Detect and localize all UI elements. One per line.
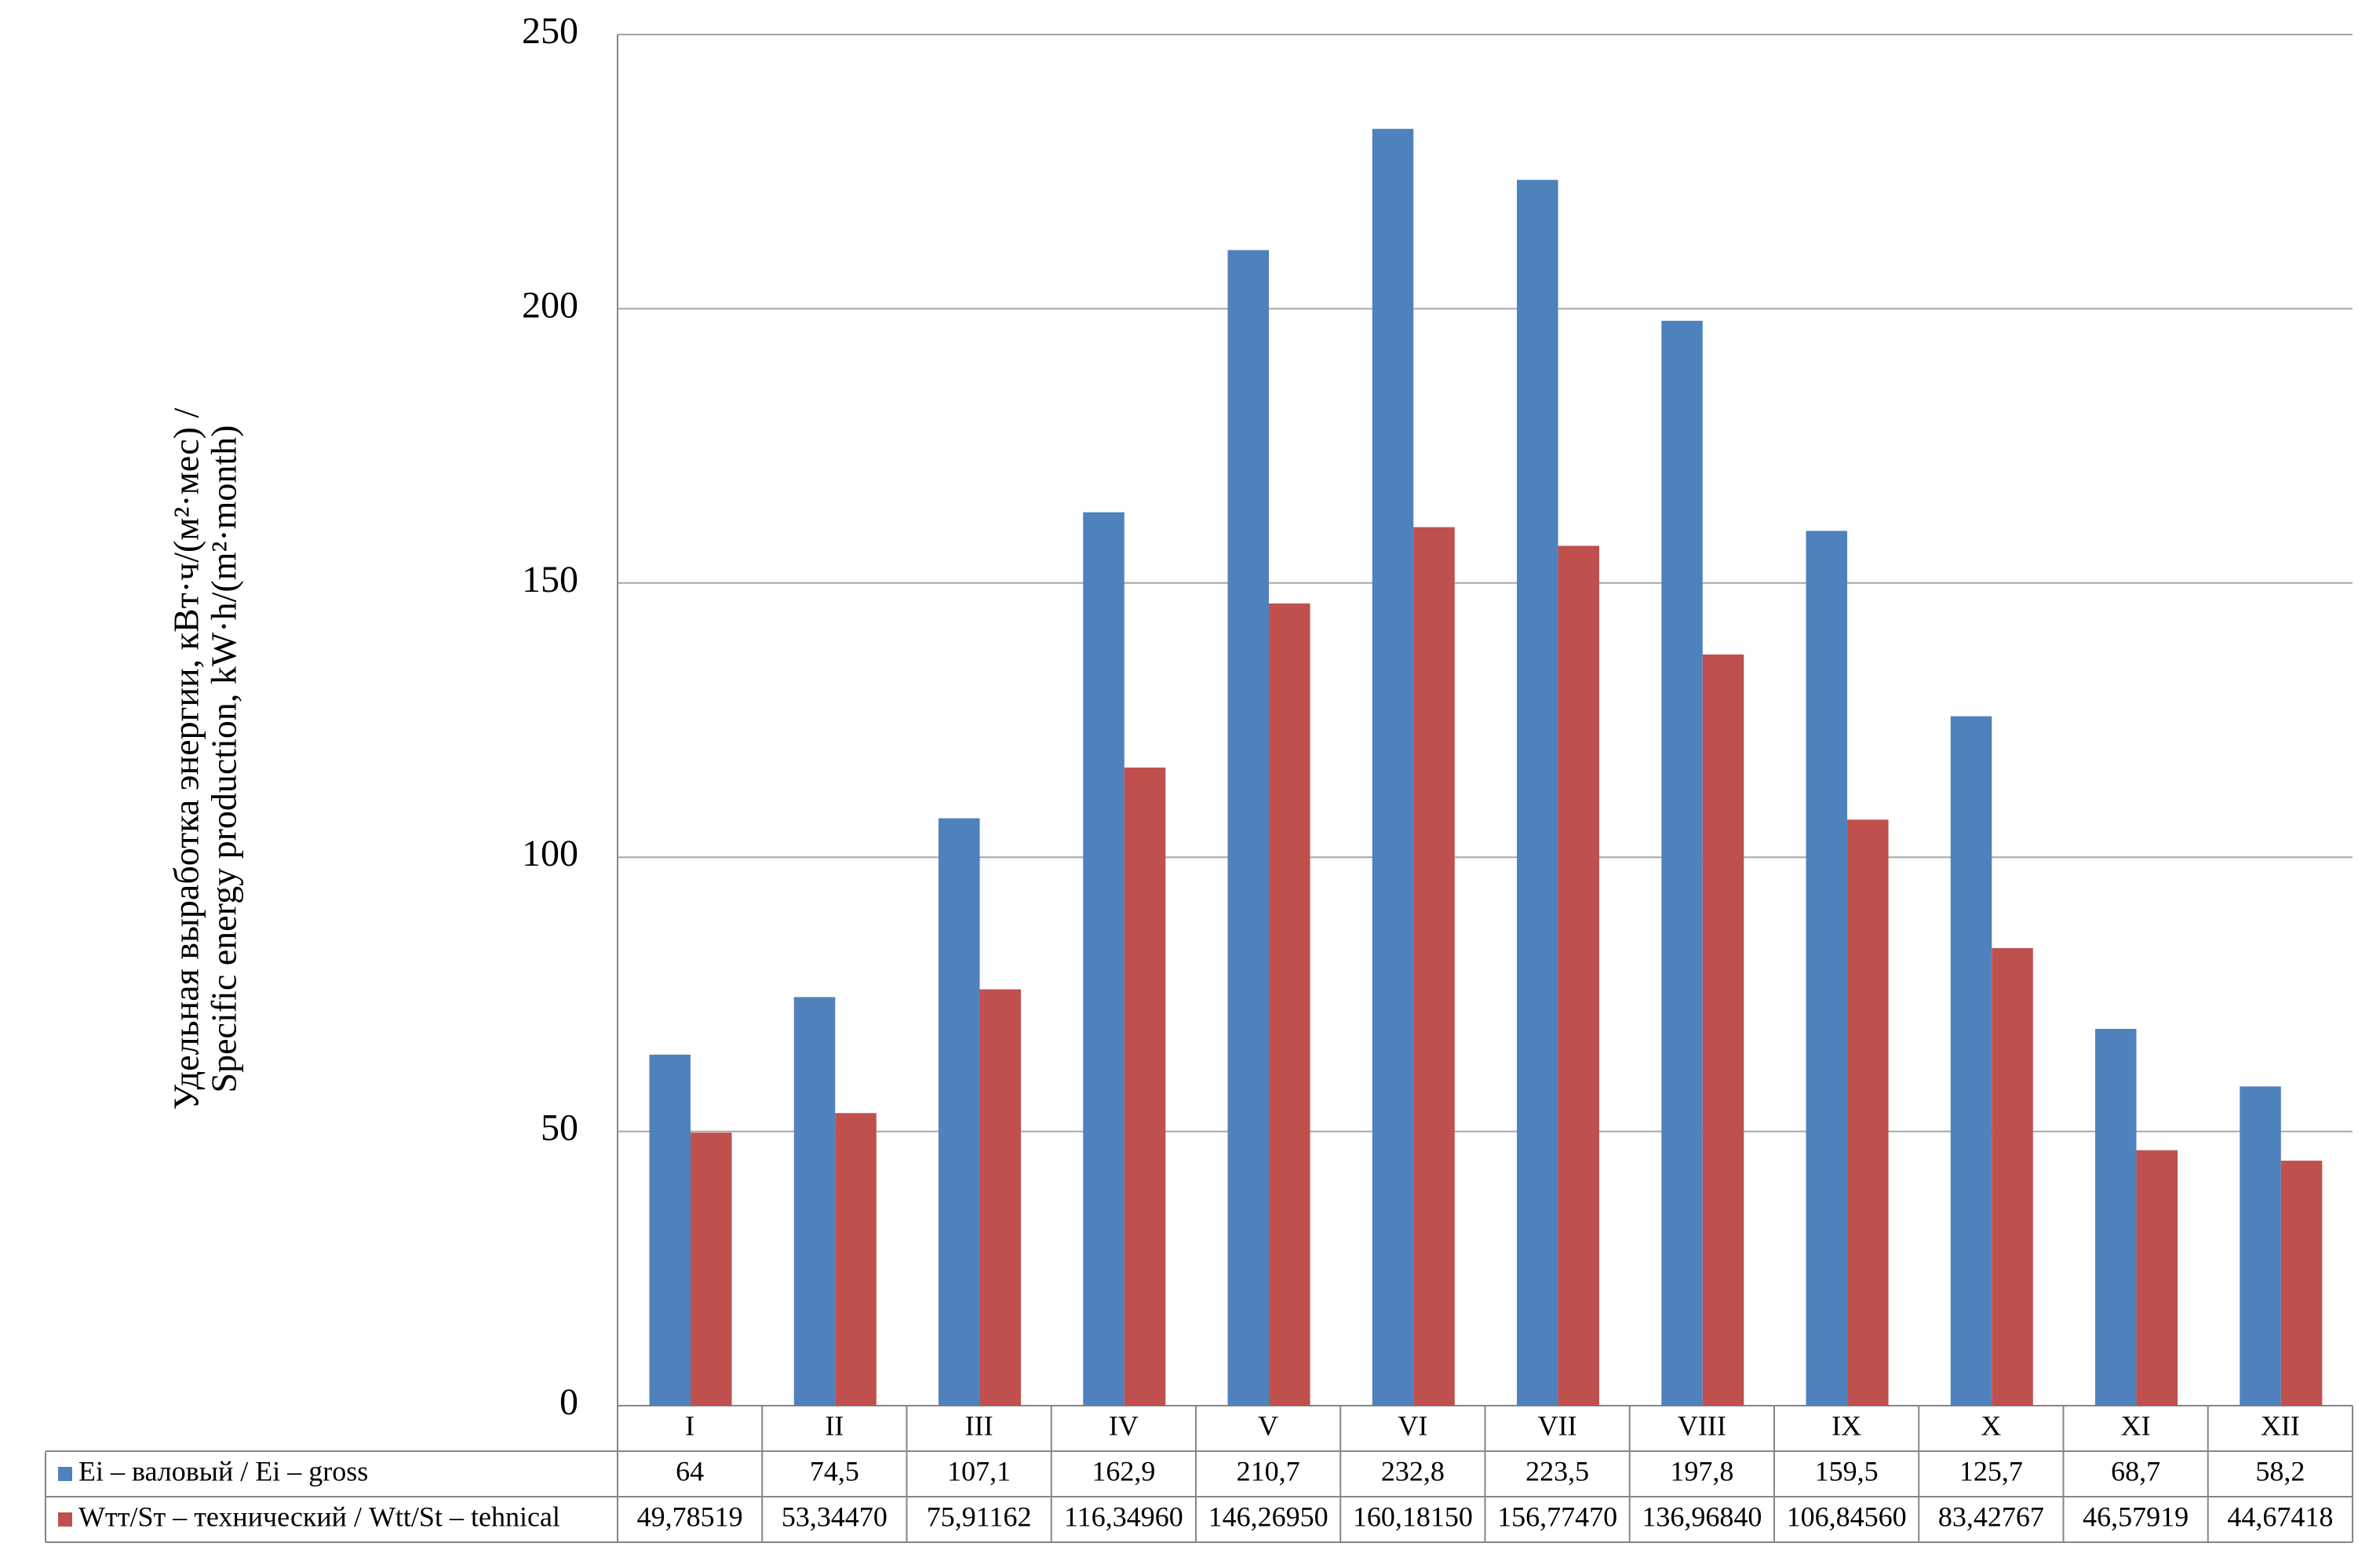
table-value: 159,5 <box>1815 1455 1879 1487</box>
y-tick-label: 250 <box>522 10 578 52</box>
table-value: 125,7 <box>1959 1455 2023 1487</box>
bar <box>1083 512 1124 1406</box>
table-value: 74,5 <box>810 1455 859 1487</box>
y-axis-label: Specific energy production, kW·h/(m²·mon… <box>204 425 244 1093</box>
bar <box>1517 180 1558 1406</box>
table-value: 116,34960 <box>1064 1501 1183 1532</box>
bar <box>1558 545 1600 1406</box>
table-value: 210,7 <box>1237 1455 1300 1487</box>
table-value: 160,18150 <box>1353 1501 1473 1532</box>
bar <box>2095 1028 2137 1406</box>
bar <box>1227 250 1270 1406</box>
bar <box>835 1113 877 1406</box>
x-tick-label: II <box>825 1410 844 1441</box>
y-tick-label: 0 <box>559 1381 578 1423</box>
x-tick-label: I <box>685 1410 694 1441</box>
bar <box>1124 767 1166 1406</box>
legend-label: Wтт/Sт – технический / Wtt/St – tehnical <box>78 1501 560 1532</box>
table-value: 106,84560 <box>1787 1501 1907 1532</box>
bar <box>1992 948 2033 1406</box>
y-tick-label: 100 <box>522 833 578 874</box>
x-tick-label: III <box>965 1410 993 1441</box>
x-tick-label: VIII <box>1678 1410 1726 1441</box>
bar <box>1806 531 1848 1406</box>
bar <box>1413 527 1455 1406</box>
table-value: 64 <box>676 1455 704 1487</box>
bar <box>2240 1086 2281 1406</box>
table-value: 49,78519 <box>637 1501 743 1532</box>
table-value: 107,1 <box>947 1455 1011 1487</box>
y-tick-label: 150 <box>522 559 578 600</box>
legend-key <box>58 1512 72 1527</box>
x-tick-label: IX <box>1831 1410 1861 1441</box>
x-tick-label: VI <box>1398 1410 1427 1441</box>
x-tick-label: XI <box>2121 1410 2151 1441</box>
bar <box>1372 129 1414 1406</box>
table-value: 223,5 <box>1525 1455 1589 1487</box>
bar <box>1661 320 1703 1406</box>
bar <box>649 1054 691 1406</box>
bar <box>1950 716 1992 1406</box>
bar <box>979 989 1022 1406</box>
legend-key <box>58 1467 72 1481</box>
table-value: 136,96840 <box>1642 1501 1762 1532</box>
table-value: 75,91162 <box>927 1501 1032 1532</box>
legend-label: Ei – валовый / Ei – gross <box>78 1455 368 1487</box>
table-value: 232,8 <box>1381 1455 1445 1487</box>
bar <box>2280 1160 2323 1406</box>
table-value: 162,9 <box>1092 1455 1155 1487</box>
x-tick-label: X <box>1981 1410 2001 1441</box>
y-tick-label: 200 <box>522 284 578 326</box>
bar <box>1847 819 1889 1406</box>
table-value: 146,26950 <box>1208 1501 1328 1532</box>
table-value: 197,8 <box>1670 1455 1733 1487</box>
x-tick-label: VII <box>1538 1410 1577 1441</box>
bar <box>1702 654 1744 1406</box>
y-tick-label: 50 <box>541 1107 578 1149</box>
table-value: 58,2 <box>2255 1455 2305 1487</box>
x-tick-label: XII <box>2261 1410 2300 1441</box>
table-value: 156,77470 <box>1497 1501 1617 1532</box>
x-tick-label: IV <box>1109 1410 1139 1441</box>
y-axis-label: Удельная выработка энергии, кВт·ч/(м²·ме… <box>166 408 206 1111</box>
table-value: 44,67418 <box>2227 1501 2333 1532</box>
bar <box>793 997 836 1406</box>
bar <box>939 818 980 1406</box>
bar <box>1269 603 1310 1406</box>
bar <box>2136 1150 2178 1406</box>
table-value: 53,34470 <box>782 1501 887 1532</box>
table-value: 68,7 <box>2111 1455 2160 1487</box>
x-tick-label: V <box>1258 1410 1278 1441</box>
table-value: 83,42767 <box>1938 1501 2044 1532</box>
bar <box>691 1133 732 1406</box>
table-value: 46,57919 <box>2083 1501 2189 1532</box>
